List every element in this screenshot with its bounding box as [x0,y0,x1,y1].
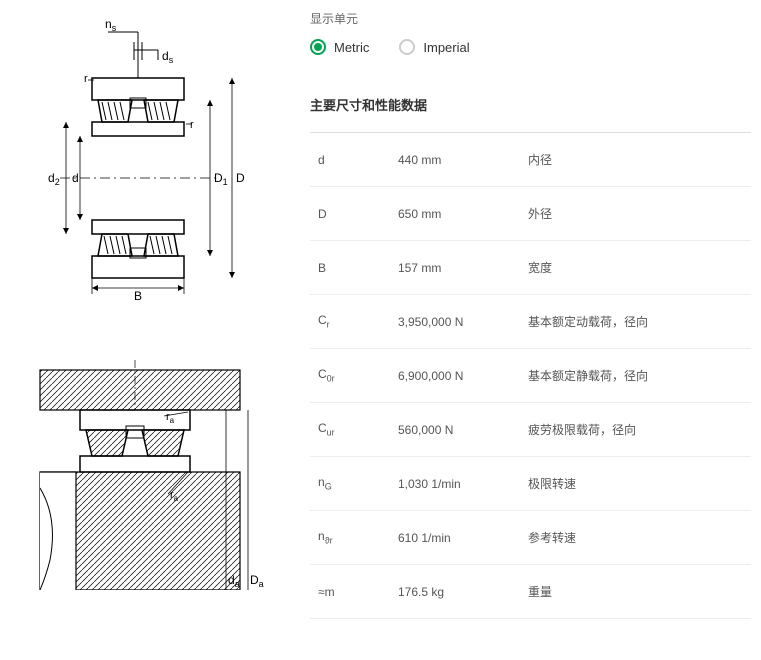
spec-row: nG1,030 1/min极限转速 [310,457,751,511]
svg-text:D1: D1 [214,171,228,187]
spec-symbol: nG [310,457,390,511]
radio-metric-label: Metric [334,40,369,55]
spec-description: 极限转速 [520,457,751,511]
spec-row: ≈m176.5 kg重量 [310,565,751,619]
unit-radio-group: Metric Imperial [310,39,751,55]
label-Da-sub: a [259,579,264,589]
radio-metric[interactable]: Metric [310,39,369,55]
section-title: 主要尺寸和性能数据 [310,95,751,114]
diagrams-column: ns ds [10,10,290,650]
spec-symbol: Cur [310,403,390,457]
label-d2: d [48,171,55,185]
spec-value: 560,000 N [390,403,520,457]
label-D1-sub: 1 [223,177,228,187]
spec-row: Cr3,950,000 N基本额定动载荷，径向 [310,295,751,349]
page-container: ns ds [0,0,761,660]
spec-row: Cur560,000 N疲劳极限载荷，径向 [310,403,751,457]
radio-selected-icon [310,39,326,55]
spec-description: 基本额定动载荷，径向 [520,295,751,349]
bearing-mounting-diagram: ra ra da Da [10,360,270,590]
spec-symbol: d [310,133,390,187]
spec-description: 基本额定静载荷，径向 [520,349,751,403]
spec-row: B157 mm宽度 [310,241,751,295]
spec-description: 重量 [520,565,751,619]
spec-row: nϑr610 1/min参考转速 [310,511,751,565]
spec-value: 6,900,000 N [390,349,520,403]
radio-imperial[interactable]: Imperial [399,39,469,55]
label-da: d [228,573,235,587]
spec-row: C0r6,900,000 N基本额定静载荷，径向 [310,349,751,403]
spec-description: 参考转速 [520,511,751,565]
specs-column: 显示单元 Metric Imperial 主要尺寸和性能数据 d440 mm内径… [290,10,751,650]
label-ds: d [162,49,169,63]
spec-symbol: nϑr [310,511,390,565]
spec-row: d440 mm内径 [310,133,751,187]
svg-text:ds: ds [162,49,174,65]
specs-table: d440 mm内径D650 mm外径B157 mm宽度Cr3,950,000 N… [310,133,751,619]
label-ds-sub: s [169,55,174,65]
label-d2-sub: 2 [55,177,60,187]
spec-value: 610 1/min [390,511,520,565]
spec-value: 440 mm [390,133,520,187]
spec-symbol: D [310,187,390,241]
label-ra2-sub: a [174,494,179,503]
spec-symbol: Cr [310,295,390,349]
radio-unselected-icon [399,39,415,55]
spec-description: 内径 [520,133,751,187]
label-ra1-sub: a [170,416,175,425]
svg-text:ns: ns [105,17,117,33]
label-da-sub: a [235,579,240,589]
label-B: B [134,289,142,300]
svg-text:ra: ra [166,411,175,425]
spec-description: 宽度 [520,241,751,295]
label-ns: n [105,17,112,31]
spec-value: 157 mm [390,241,520,295]
radio-imperial-label: Imperial [423,40,469,55]
label-r-right: r [190,119,194,131]
spec-symbol: B [310,241,390,295]
label-D1: D [214,171,223,185]
spec-symbol: ≈m [310,565,390,619]
bearing-cross-section-diagram: ns ds [10,10,250,300]
svg-text:d2: d2 [48,171,60,187]
spec-symbol: C0r [310,349,390,403]
spec-value: 650 mm [390,187,520,241]
label-Da: D [250,573,259,587]
unit-section-label: 显示单元 [310,10,751,27]
spec-row: D650 mm外径 [310,187,751,241]
diagram-top: ns ds [10,10,270,300]
svg-text:Da: Da [250,573,264,589]
label-r-left: r [84,73,88,85]
spec-value: 3,950,000 N [390,295,520,349]
spec-description: 外径 [520,187,751,241]
diagram-bottom: ra ra da Da [10,360,270,590]
spec-description: 疲劳极限载荷，径向 [520,403,751,457]
label-d: d [72,171,79,185]
label-D: D [236,171,245,185]
spec-value: 176.5 kg [390,565,520,619]
spec-value: 1,030 1/min [390,457,520,511]
